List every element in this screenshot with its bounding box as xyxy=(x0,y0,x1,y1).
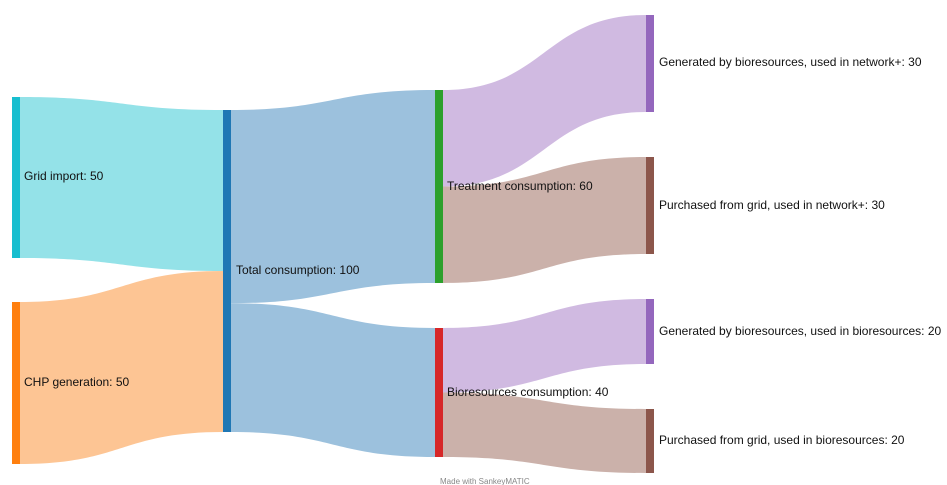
made-with-credit: Made with SankeyMATIC xyxy=(440,477,530,485)
flow-bio-to-gen_bio xyxy=(443,299,646,393)
node-pur_net xyxy=(646,157,654,254)
node-bio xyxy=(435,328,443,457)
flow-grid-to-total xyxy=(20,97,223,271)
flow-treat-to-pur_net xyxy=(443,157,646,283)
node-label-treat: Treatment consumption: 60 xyxy=(447,179,593,193)
node-pur_bio xyxy=(646,409,654,473)
node-label-grid: Grid import: 50 xyxy=(24,169,104,183)
node-label-chp: CHP generation: 50 xyxy=(24,375,130,389)
flow-treat-to-gen_net xyxy=(443,15,646,187)
node-chp xyxy=(12,302,20,464)
flow-layer xyxy=(20,15,646,473)
flow-bio-to-pur_bio xyxy=(443,392,646,473)
node-label-total: Total consumption: 100 xyxy=(236,263,360,277)
node-total xyxy=(223,110,231,432)
node-gen_bio xyxy=(646,299,654,364)
node-label-bio: Bioresources consumption: 40 xyxy=(447,385,609,399)
node-label-gen_bio: Generated by bioresources, used in biore… xyxy=(659,324,941,338)
node-label-pur_net: Purchased from grid, used in network+: 3… xyxy=(659,198,885,212)
node-gen_net xyxy=(646,15,654,112)
node-label-pur_bio: Purchased from grid, used in bioresource… xyxy=(659,433,905,447)
label-layer: Grid import: 50 CHP generation: 50 Total c… xyxy=(24,55,941,447)
node-grid xyxy=(12,97,20,258)
node-label-gen_net: Generated by bioresources, used in netwo… xyxy=(659,55,922,69)
flow-chp-to-total xyxy=(20,271,223,464)
flow-total-to-bio xyxy=(231,303,435,457)
node-layer xyxy=(12,15,654,473)
flow-total-to-treat xyxy=(231,90,435,304)
node-treat xyxy=(435,90,443,283)
